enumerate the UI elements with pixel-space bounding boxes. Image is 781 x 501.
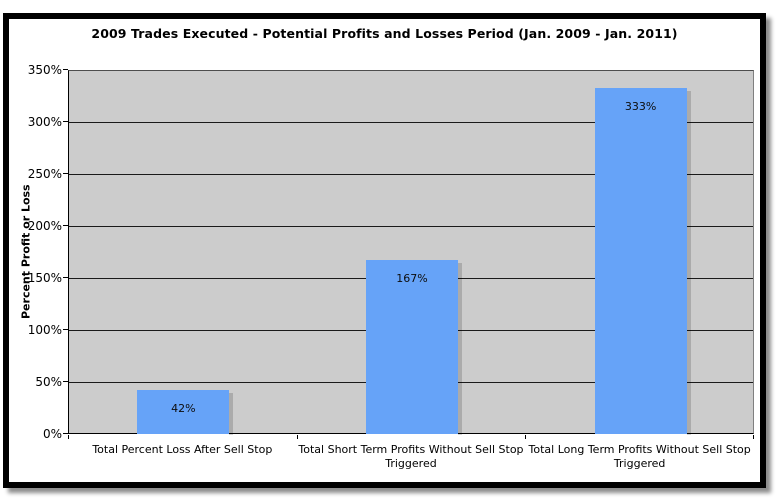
- y-tick-label: 200%: [27, 219, 62, 233]
- y-tick-mark: [63, 329, 68, 330]
- bar: 333%: [594, 87, 691, 435]
- bar-shadow: [458, 263, 462, 435]
- x-tick-mark: [68, 435, 69, 439]
- bar-value-label: 333%: [624, 99, 657, 113]
- y-tick-mark: [63, 381, 68, 382]
- y-tick-label: 350%: [27, 63, 62, 77]
- bar: 167%: [366, 260, 462, 435]
- x-tick-mark: [297, 435, 298, 439]
- y-tick-mark: [63, 69, 68, 70]
- y-tick-label: 50%: [35, 375, 62, 389]
- plot-area: 42% 167% 333%: [68, 70, 754, 435]
- x-category-label: Total Short Term Profits Without Sell St…: [298, 443, 524, 470]
- x-tick-mark: [525, 435, 526, 439]
- y-tick-label: 250%: [27, 167, 62, 181]
- y-tick-mark: [63, 173, 68, 174]
- x-tick-mark: [753, 435, 754, 439]
- bar-value-label: 167%: [396, 272, 428, 286]
- y-tick-label: 300%: [27, 115, 62, 129]
- y-tick-mark: [63, 277, 68, 278]
- y-tick-mark: [63, 225, 68, 226]
- bar-value-label: 42%: [171, 402, 196, 416]
- y-tick-label: 150%: [27, 271, 62, 285]
- bar-shadow: [229, 393, 234, 435]
- bar: 42%: [137, 390, 234, 435]
- bar-shadow: [686, 90, 691, 435]
- y-tick-mark: [63, 121, 68, 122]
- x-category-label: Total Percent Loss After Sell Stop: [92, 443, 273, 456]
- x-category-label: Total Long Term Profits Without Sell Sto…: [528, 443, 751, 470]
- chart-frame: 2009 Trades Executed - Potential Profits…: [3, 13, 766, 488]
- gridline: [69, 226, 753, 227]
- gridline: [69, 122, 753, 123]
- y-tick-mark: [63, 433, 68, 434]
- chart-canvas: 2009 Trades Executed - Potential Profits…: [9, 19, 760, 482]
- y-tick-label: 0%: [42, 427, 62, 441]
- y-tick-label: 100%: [27, 323, 62, 337]
- chart-title: 2009 Trades Executed - Potential Profits…: [91, 26, 678, 41]
- gridline: [69, 174, 753, 175]
